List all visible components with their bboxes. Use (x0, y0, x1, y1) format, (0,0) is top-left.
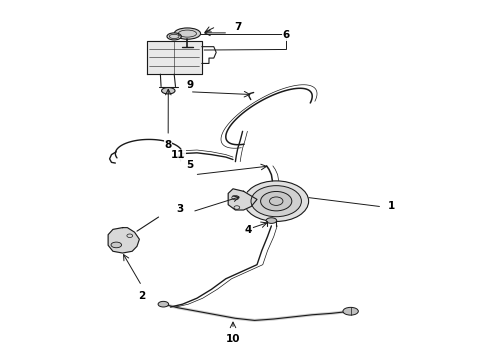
Ellipse shape (167, 33, 181, 40)
Ellipse shape (158, 301, 169, 307)
Text: 6: 6 (282, 30, 290, 40)
Polygon shape (108, 228, 139, 253)
Ellipse shape (261, 192, 292, 211)
Text: 11: 11 (171, 150, 185, 160)
Ellipse shape (343, 307, 358, 315)
Text: 2: 2 (138, 291, 146, 301)
Ellipse shape (266, 218, 277, 224)
Text: 8: 8 (165, 140, 172, 150)
Polygon shape (228, 189, 257, 210)
Text: 9: 9 (186, 80, 194, 90)
Polygon shape (147, 41, 202, 74)
Text: 1: 1 (388, 202, 395, 211)
Text: 3: 3 (176, 204, 184, 214)
Ellipse shape (174, 28, 200, 39)
Text: 5: 5 (186, 160, 194, 170)
Ellipse shape (244, 181, 309, 221)
Ellipse shape (111, 242, 122, 248)
Ellipse shape (162, 87, 175, 94)
Text: 7: 7 (234, 22, 242, 32)
Ellipse shape (251, 186, 301, 217)
Text: 10: 10 (226, 334, 240, 344)
Text: 4: 4 (245, 225, 252, 235)
